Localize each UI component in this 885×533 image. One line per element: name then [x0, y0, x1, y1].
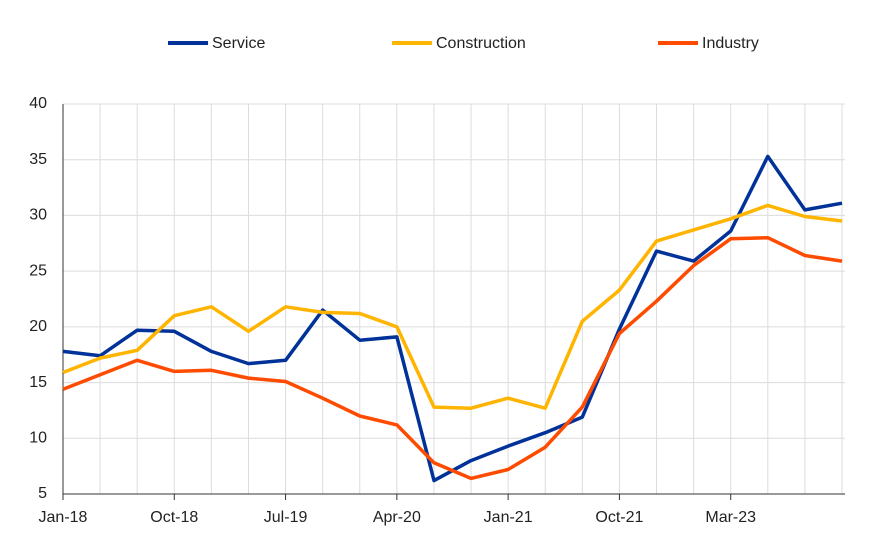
x-tick-label: Apr-20: [373, 509, 421, 526]
line-series: [62, 235, 843, 481]
x-tick-label: Oct-18: [150, 509, 198, 526]
y-tick-label: 40: [29, 95, 47, 112]
x-tick-label: Jul-19: [264, 509, 308, 526]
y-tick-label: 15: [29, 374, 47, 391]
x-tick-label: Jan-21: [484, 509, 533, 526]
y-tick-label: 30: [29, 207, 47, 224]
line-series: [62, 154, 843, 483]
y-tick-label: 25: [29, 262, 47, 279]
y-tick-label: 10: [29, 430, 47, 447]
y-tick-label: 5: [38, 485, 47, 502]
legend-label: Industry: [702, 35, 759, 52]
legend-label: Service: [212, 35, 265, 52]
y-tick-label: 20: [29, 318, 47, 335]
x-tick-label: Oct-21: [595, 509, 643, 526]
x-tick-label: Mar-23: [705, 509, 756, 526]
legend-label: Construction: [436, 35, 526, 52]
line-series: [62, 203, 843, 410]
x-tick-label: Jan-18: [39, 509, 88, 526]
y-tick-label: 35: [29, 151, 47, 168]
